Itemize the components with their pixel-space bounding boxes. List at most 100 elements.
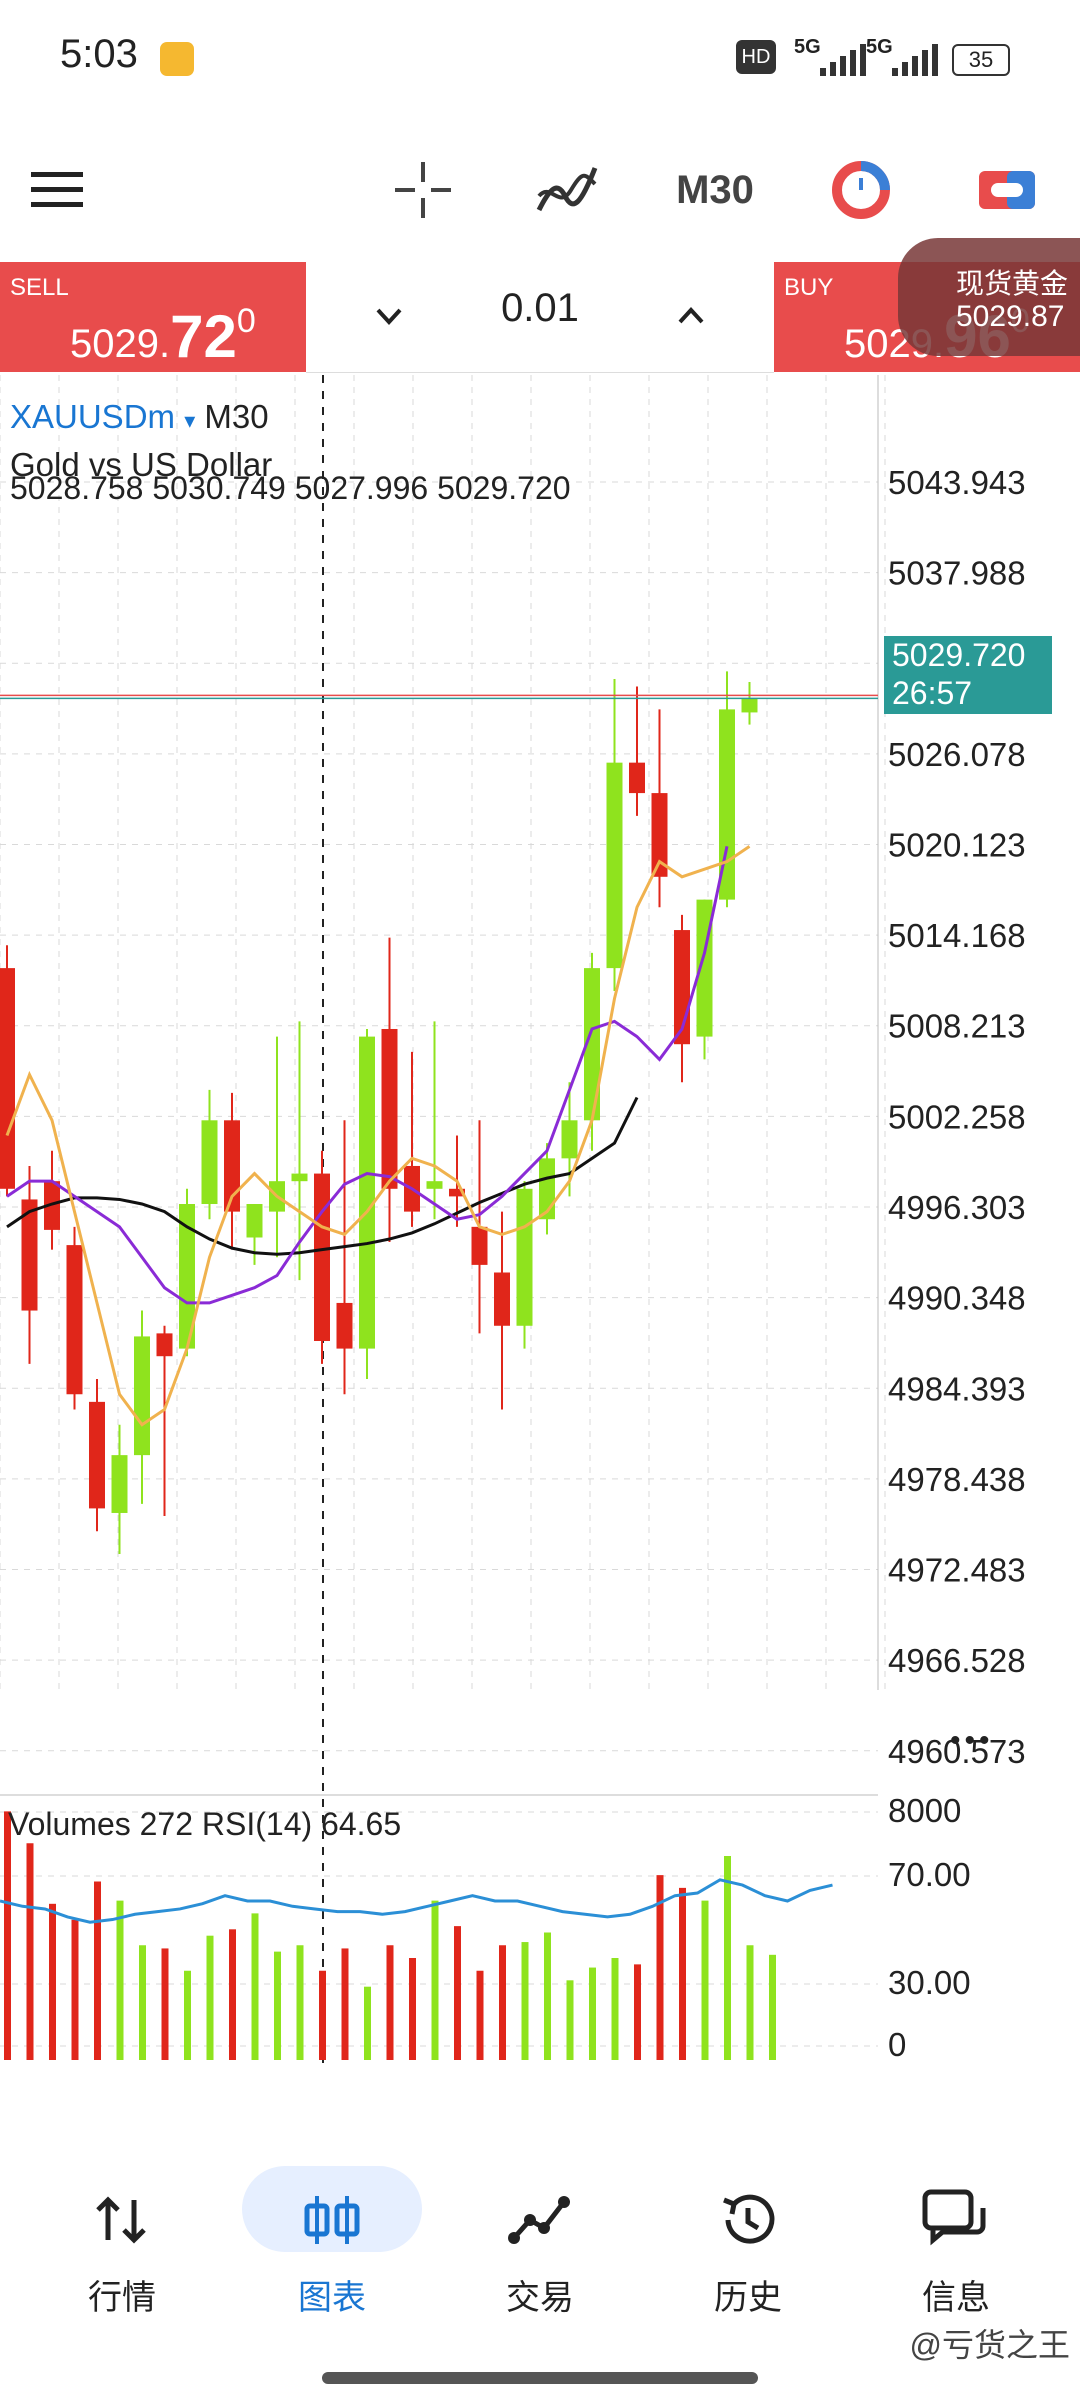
candle-body: [449, 1188, 465, 1197]
volume-bar: [319, 1970, 326, 2060]
candle-body: [359, 1036, 375, 1349]
volume-bar: [26, 1843, 34, 2060]
volume-bar: [701, 1900, 709, 2060]
current-price-tag: 5029.720 26:57: [884, 636, 1052, 714]
volume-bar: [341, 1948, 349, 2060]
trade-icon: [979, 171, 1035, 209]
quotes-icon: [96, 2196, 146, 2244]
x-tick-label: 19 Feb 16:00: [4, 2070, 199, 2075]
nav-history[interactable]: 历史: [648, 2170, 848, 2320]
nav-quotes[interactable]: 行情: [22, 2170, 222, 2320]
y-tick-label: 5014.168: [888, 917, 1026, 954]
candle-body: [561, 1120, 578, 1159]
nav-trade[interactable]: 交易: [440, 2170, 640, 2320]
y-tick-label: 4972.483: [888, 1552, 1026, 1589]
y-tick-label: 5008.213: [888, 1008, 1026, 1045]
volume-bar: [251, 1913, 259, 2060]
volume-bar: [49, 1903, 56, 2060]
candle-body: [719, 709, 735, 900]
nav-label-history: 历史: [714, 2279, 782, 2317]
trade-nav-icon: [508, 2196, 570, 2244]
volume-bar: [454, 1926, 461, 2060]
candle-body: [651, 793, 668, 877]
candle-body: [0, 968, 15, 1189]
sub-y-tick-label: 8000: [888, 1792, 961, 1829]
candle-body: [314, 1173, 330, 1341]
y-tick-label: 5037.988: [888, 555, 1026, 592]
candle-body: [291, 1173, 308, 1182]
price-chart[interactable]: 5043.9435037.9885032.0335026.0785020.123…: [0, 375, 1080, 2075]
candle-body: [381, 1028, 398, 1189]
active-tab-indicator: [242, 2166, 422, 2252]
volume-bar: [769, 1954, 776, 2060]
indicator-label: Volumes 272 RSI(14) 64.65: [8, 1806, 402, 1842]
sell-button[interactable]: SELL 5029.720: [0, 262, 306, 372]
nav-chart[interactable]: 图表: [232, 2170, 432, 2320]
nav-label-quotes: 行情: [88, 2279, 156, 2317]
sub-y-tick-label: 30.00: [888, 1964, 971, 2001]
network-5g-label-2: 5G: [866, 36, 893, 58]
y-tick-label: 5002.258: [888, 1098, 1026, 1135]
candle-body: [516, 1188, 533, 1326]
nav-messages[interactable]: 信息: [856, 2170, 1056, 2320]
bar-countdown: 26:57: [892, 675, 973, 711]
indicators-button[interactable]: [522, 145, 612, 235]
volume-bar: [71, 1919, 79, 2060]
buy-label: BUY: [784, 274, 834, 301]
hd-icon: HD: [736, 40, 776, 74]
sell-price: 5029.720: [70, 302, 256, 370]
volume-bar: [611, 1958, 619, 2060]
ma-slow-line: [6, 1096, 639, 1256]
timer-button[interactable]: [816, 145, 906, 235]
volume-bar: [656, 1875, 664, 2060]
chart-timeframe: M30: [204, 398, 269, 435]
volume-bar: [364, 1986, 371, 2060]
y-tick-label: 4990.348: [888, 1280, 1026, 1317]
lot-increase-button[interactable]: [666, 292, 716, 342]
volume-bar: [296, 1945, 304, 2060]
volume-bar: [409, 1958, 416, 2060]
chart-symbol-header[interactable]: XAUUSDm ▾ M30: [10, 398, 269, 436]
y-tick-label: 4996.303: [888, 1189, 1026, 1226]
volume-bar: [521, 1942, 529, 2060]
candle-body: [606, 762, 623, 969]
candle-body: [156, 1333, 173, 1357]
volume-bar: [679, 1887, 686, 2060]
volume-bar: [499, 1945, 506, 2060]
volume-bar: [544, 1932, 551, 2060]
candle-body: [246, 1204, 263, 1238]
network-5g-label-1: 5G: [794, 36, 821, 58]
x-tick-label: 19 Feb 23:00: [272, 2070, 467, 2075]
candle-body: [89, 1401, 105, 1509]
floating-price-widget[interactable]: 现货黄金 5029.87: [898, 238, 1080, 356]
volume-bar: [4, 1811, 11, 2060]
chart-ohlc-values: 5028.758 5030.749 5027.996 5029.720: [10, 470, 571, 506]
candle-body: [111, 1455, 128, 1513]
candle-body: [584, 968, 600, 1121]
volume-bar: [724, 1856, 731, 2060]
x-tick-label: 20 Feb 05:00: [542, 2070, 737, 2075]
volume-bar: [431, 1900, 439, 2060]
home-indicator[interactable]: [322, 2372, 758, 2384]
lot-size-value[interactable]: 0.01: [501, 286, 579, 330]
candle-body: [629, 762, 645, 794]
crosshair-button[interactable]: [378, 145, 468, 235]
candle-body: [66, 1245, 83, 1395]
messages-icon: [922, 2189, 986, 2246]
ma-fast-line: [5, 845, 751, 1427]
chart-subtitle: Gold vs US Dollar: [10, 446, 273, 483]
volume-bar: [274, 1951, 281, 2060]
status-time: 5:03: [60, 32, 138, 76]
candle-body: [494, 1272, 510, 1326]
timeframe-button[interactable]: M30: [670, 145, 760, 235]
widget-price: 5029.87: [956, 300, 1065, 333]
candle-body: [426, 1181, 443, 1189]
nav-label-chart: 图表: [298, 2279, 366, 2317]
menu-button[interactable]: [12, 145, 102, 235]
volume-bar: [476, 1970, 484, 2060]
lot-decrease-button[interactable]: [364, 292, 414, 342]
candle-body: [179, 1204, 195, 1349]
trade-button[interactable]: [962, 145, 1052, 235]
more-options-icon[interactable]: •••: [950, 1724, 994, 1757]
volume-bar: [634, 1964, 641, 2060]
